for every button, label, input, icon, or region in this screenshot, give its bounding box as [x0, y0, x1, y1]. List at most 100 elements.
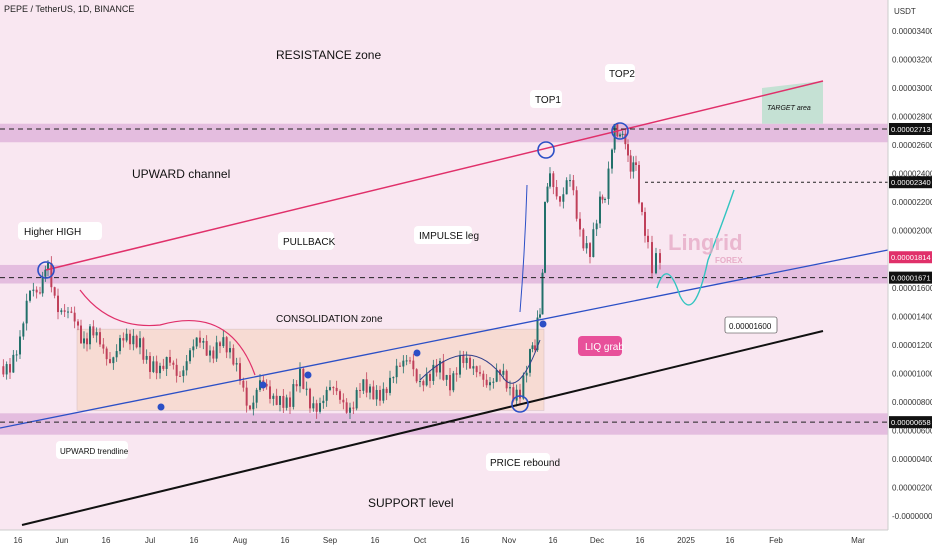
level-label: 0.00001600	[729, 322, 772, 331]
currency-label: USDT	[894, 7, 916, 16]
candle-body	[585, 243, 588, 249]
x-tick-label: Nov	[502, 536, 516, 545]
x-tick-label: Dec	[590, 536, 604, 545]
pivot-circle	[511, 395, 529, 413]
candle-body	[57, 295, 59, 313]
x-tick-label: 16	[281, 536, 290, 545]
candle-body	[562, 194, 565, 202]
candle-body	[505, 370, 508, 389]
candle-body	[5, 364, 8, 375]
x-tick-label: Aug	[233, 536, 247, 545]
rebound-label: PRICE rebound	[490, 458, 560, 469]
candle-body	[339, 391, 341, 400]
candle-body	[601, 196, 604, 200]
higher-high-box	[18, 222, 102, 240]
x-tick-label: Feb	[769, 536, 783, 545]
y-tick-label: 0.00000200	[892, 483, 932, 492]
candle-body	[462, 355, 465, 364]
x-tick-label: Jul	[145, 536, 155, 545]
candle-body	[22, 323, 25, 337]
candle-body	[142, 338, 145, 360]
candle-body	[60, 310, 63, 313]
candle-body	[105, 348, 108, 360]
pullback-arrow-path	[79, 289, 256, 376]
candle-body	[275, 395, 278, 405]
channel-lower-line	[21, 330, 824, 526]
candle-body	[152, 361, 155, 372]
x-tick-label: 16	[549, 536, 558, 545]
candle-body	[385, 388, 388, 393]
candle-body	[439, 360, 441, 373]
candle-body	[604, 198, 606, 200]
candle-body	[455, 373, 458, 375]
price-label-box	[889, 416, 932, 429]
impulse-box	[414, 226, 472, 244]
candle-body	[39, 292, 41, 294]
candle-body	[225, 337, 228, 353]
consolidation-label: CONSOLIDATION zone	[276, 314, 383, 325]
candle-body	[132, 335, 135, 345]
candle-body	[372, 386, 375, 400]
candle-body	[32, 289, 35, 291]
candle-body	[472, 366, 475, 369]
candle-body	[9, 364, 11, 373]
candle-body	[109, 359, 111, 364]
candle-body	[435, 364, 438, 373]
price-label-box	[889, 122, 932, 135]
candle-body	[112, 357, 115, 364]
x-tick-label: 16	[190, 536, 199, 545]
y-tick-label: 0.00001200	[892, 341, 932, 350]
candle-body	[265, 383, 268, 387]
candle-body	[409, 360, 411, 362]
candle-body	[19, 336, 21, 355]
candle-body	[629, 155, 632, 172]
candle-body	[659, 253, 661, 263]
liq-box	[578, 336, 622, 356]
candle-body	[295, 384, 298, 387]
pivot-circle	[537, 141, 555, 159]
candle-body	[92, 326, 95, 336]
candle-body	[302, 368, 305, 389]
candle-body	[579, 218, 581, 230]
candle-body	[465, 357, 468, 364]
candle-body	[595, 223, 598, 230]
y-tick-label: 0.00001600	[892, 284, 932, 293]
y-tick-label: 0.00001400	[892, 312, 932, 321]
candle-body	[119, 338, 121, 352]
candle-body	[555, 187, 558, 197]
candle-body	[452, 373, 455, 391]
candle-body	[249, 405, 251, 410]
candle-body	[282, 395, 285, 408]
candle-body	[379, 389, 381, 401]
candle-body	[232, 348, 235, 365]
candle-body	[335, 387, 338, 392]
time-axis[interactable]	[0, 530, 888, 550]
candle-body	[139, 338, 141, 348]
y-tick-label: 0.00003400	[892, 27, 932, 36]
candle-body	[499, 370, 501, 375]
candle-body	[292, 384, 295, 407]
candle-body	[279, 395, 281, 405]
candle-body	[89, 326, 91, 345]
candle-body	[485, 379, 488, 386]
candle-body	[83, 338, 85, 344]
candle-body	[345, 402, 348, 413]
candle-body	[155, 361, 158, 374]
candle-body	[195, 337, 198, 347]
candle-body	[41, 276, 44, 294]
y-tick-label: 0.00002800	[892, 113, 932, 122]
candle-body	[415, 369, 418, 382]
candle-body	[392, 377, 395, 379]
candle-body	[172, 362, 175, 365]
candle-body	[209, 350, 211, 356]
candle-body	[185, 361, 188, 371]
candle-body	[552, 173, 555, 188]
candle-body	[362, 379, 365, 391]
candle-body	[25, 300, 28, 324]
candle-body	[162, 365, 165, 369]
candle-body	[519, 389, 521, 399]
candle-body	[445, 375, 448, 380]
candle-body	[627, 144, 629, 156]
